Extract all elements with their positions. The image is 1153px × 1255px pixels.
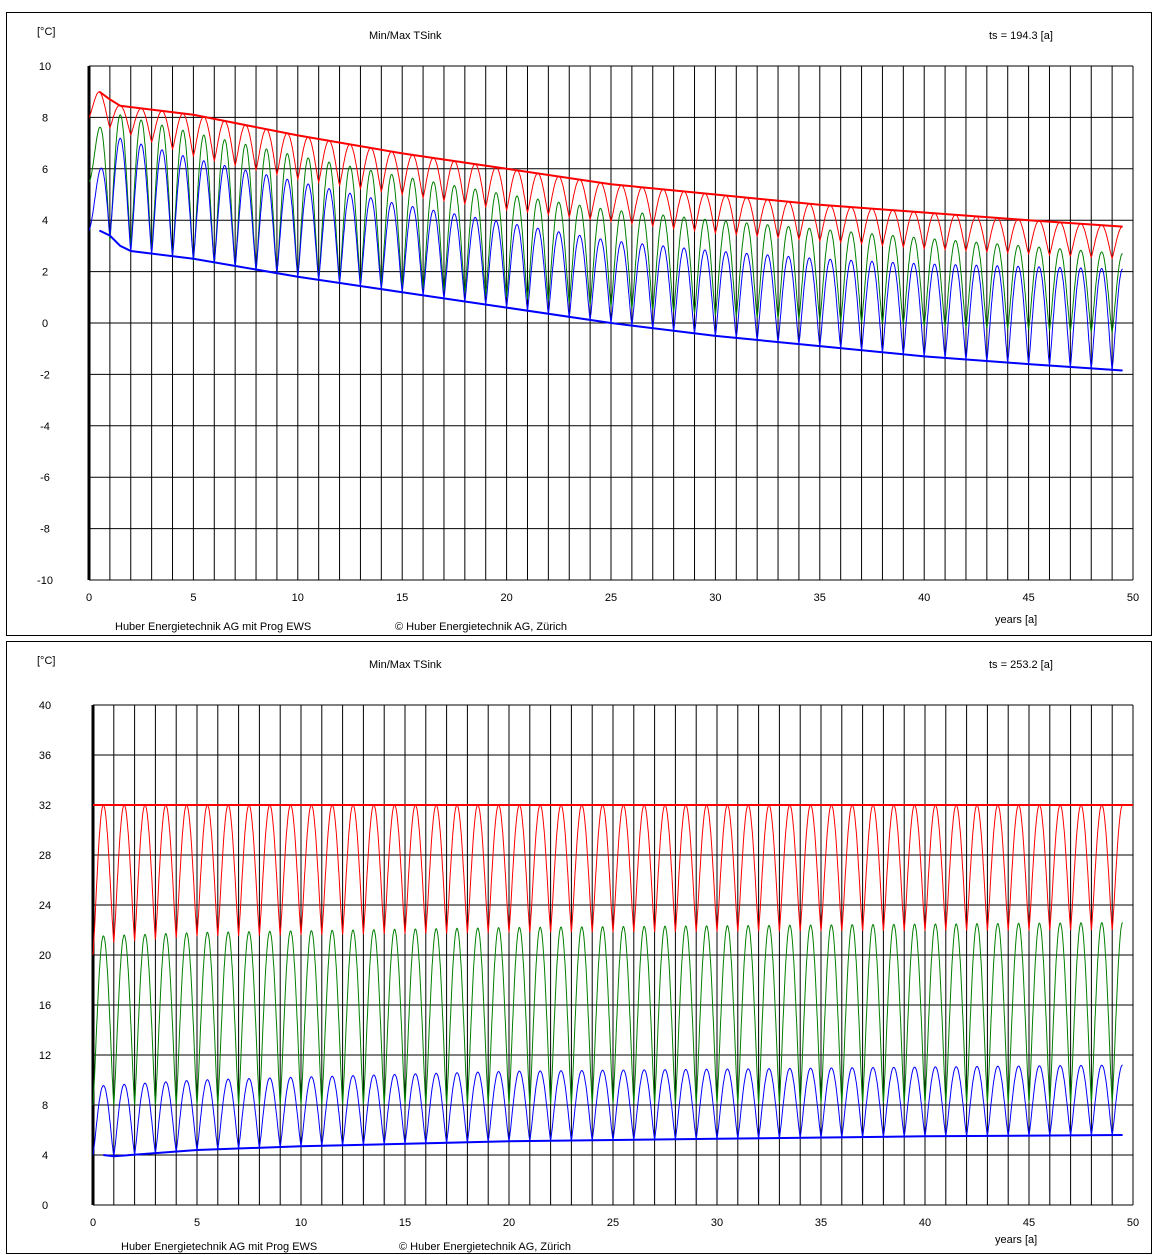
- x-tick-label: 25: [605, 592, 617, 604]
- chart-title: Min/Max TSink: [369, 30, 442, 42]
- y-tick-label: -2: [40, 369, 50, 381]
- x-tick-label: 50: [1127, 1217, 1139, 1229]
- x-tick-label: 15: [396, 592, 408, 604]
- y-tick-label: 16: [39, 1000, 51, 1012]
- chart-panel-bottom: [°C] Min/Max TSink ts = 253.2 [a] years …: [6, 641, 1152, 1254]
- series-min: [92, 1064, 1123, 1158]
- y-tick-label: -4: [40, 421, 50, 433]
- grid: [91, 704, 1134, 1206]
- x-tick-label: 5: [190, 592, 196, 604]
- series-max: [88, 90, 1123, 260]
- x-tick-label: 10: [295, 1217, 307, 1229]
- x-axis-label: years [a]: [995, 1234, 1037, 1246]
- x-tick-label: 45: [1022, 592, 1034, 604]
- x-tick-label: 35: [815, 1217, 827, 1229]
- series-max-envelope: [98, 90, 1123, 228]
- chart-title: Min/Max TSink: [369, 659, 442, 671]
- y-tick-label: 0: [42, 1200, 48, 1212]
- unit-label: [°C]: [37, 26, 55, 38]
- x-tick-label: 0: [90, 1217, 96, 1229]
- y-tick-label: 24: [39, 900, 51, 912]
- x-tick-label: 30: [709, 592, 721, 604]
- y-tick-label: 8: [42, 1100, 48, 1112]
- y-tick-label: 4: [42, 215, 48, 227]
- series-min-signal: [88, 137, 1123, 370]
- footer-left: Huber Energietechnik AG mit Prog EWS: [115, 621, 311, 633]
- x-tick-label: 35: [814, 592, 826, 604]
- y-tick-label: 0: [42, 318, 48, 330]
- series-max-signal: [88, 91, 1123, 260]
- y-tick-label: 36: [39, 750, 51, 762]
- x-tick-label: 10: [292, 592, 304, 604]
- y-tick-label: 10: [39, 61, 51, 73]
- chart-top: [°C] Min/Max TSink ts = 194.3 [a] years …: [37, 26, 1139, 633]
- series-mean: [92, 922, 1123, 1106]
- x-tick-label: 50: [1127, 592, 1139, 604]
- series-min-signal: [92, 1064, 1123, 1157]
- grid: [87, 65, 1134, 581]
- y-tick-label: 2: [42, 267, 48, 279]
- series-min-envelope: [98, 229, 1123, 372]
- x-tick-label: 5: [194, 1217, 200, 1229]
- x-tick-label: 20: [503, 1217, 515, 1229]
- y-tick-label: -8: [40, 524, 50, 536]
- series-mean-signal: [88, 114, 1123, 333]
- x-tick-label: 30: [711, 1217, 723, 1229]
- series-min: [88, 137, 1123, 372]
- ts-label: ts = 253.2 [a]: [989, 659, 1053, 671]
- y-tick-label: 6: [42, 164, 48, 176]
- series-min-envelope: [103, 1134, 1123, 1158]
- x-tick-label: 45: [1023, 1217, 1035, 1229]
- series-max-signal: [92, 804, 1123, 956]
- y-tick-label: 4: [42, 1150, 48, 1162]
- x-tick-label: 25: [607, 1217, 619, 1229]
- x-tick-label: 15: [399, 1217, 411, 1229]
- y-tick-label: -10: [37, 575, 53, 587]
- y-tick-label: 12: [39, 1050, 51, 1062]
- unit-label: [°C]: [37, 655, 55, 667]
- chart-panel-top: [°C] Min/Max TSink ts = 194.3 [a] years …: [6, 12, 1152, 636]
- series-max: [92, 804, 1133, 956]
- x-tick-label: 40: [918, 592, 930, 604]
- series-mean: [88, 114, 1123, 333]
- series-mean-signal: [92, 922, 1123, 1106]
- y-tick-label: -6: [40, 472, 50, 484]
- y-tick-label: 8: [42, 112, 48, 124]
- footer-left: Huber Energietechnik AG mit Prog EWS: [121, 1241, 317, 1253]
- footer-right: © Huber Energietechnik AG, Zürich: [395, 621, 567, 633]
- chart-bottom: [°C] Min/Max TSink ts = 253.2 [a] years …: [37, 655, 1139, 1253]
- ts-label: ts = 194.3 [a]: [989, 30, 1053, 42]
- footer-right: © Huber Energietechnik AG, Zürich: [399, 1241, 571, 1253]
- x-tick-label: 20: [500, 592, 512, 604]
- x-axis-label: years [a]: [995, 614, 1037, 626]
- y-tick-label: 32: [39, 800, 51, 812]
- x-tick-label: 0: [86, 592, 92, 604]
- y-tick-label: 20: [39, 950, 51, 962]
- x-tick-label: 40: [919, 1217, 931, 1229]
- y-tick-label: 28: [39, 850, 51, 862]
- y-tick-label: 40: [39, 700, 51, 712]
